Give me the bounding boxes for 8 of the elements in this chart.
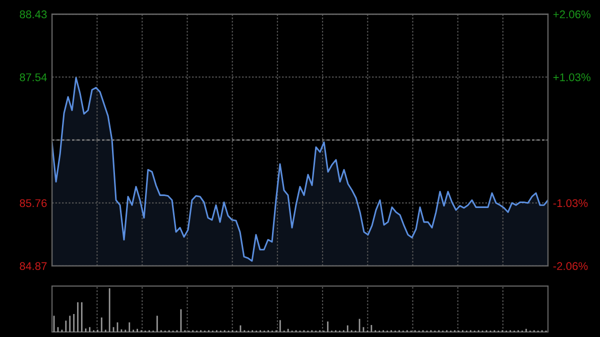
y2-tick-label: -1.03% (553, 199, 588, 208)
y2-tick-label: +2.06% (553, 10, 590, 18)
y-tick-label: 87.54 (20, 73, 47, 82)
y2-tick-label: -2.06% (553, 262, 588, 270)
y-tick-label: 85.76 (20, 199, 47, 208)
y-tick-label: 84.87 (20, 262, 47, 270)
y2-tick-label: +1.03% (553, 73, 590, 82)
y-tick-label: 88.43 (20, 10, 47, 18)
